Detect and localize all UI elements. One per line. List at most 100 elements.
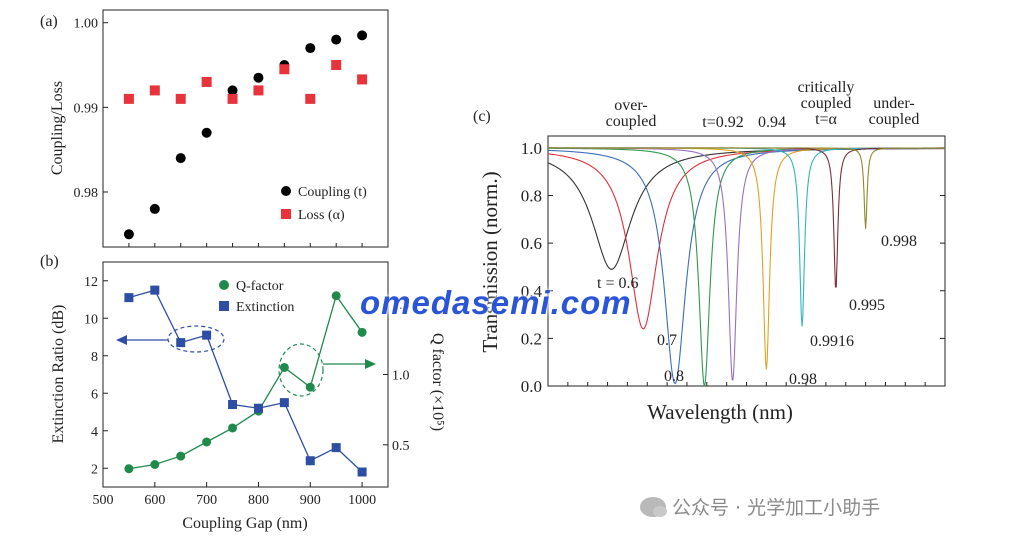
panel-b-q-ellipse: [278, 343, 324, 397]
panel-c-annotation-critically: coupled: [801, 95, 852, 112]
wechat-credit: 公众号 · 光学加工小助手: [640, 493, 880, 520]
panel-a-point-loss: [305, 93, 316, 104]
panel-b-extinction-point: [228, 400, 238, 409]
panel-c-ylabel: Transmission (norm.): [478, 171, 502, 352]
panel-c-annotation-07: 0.7: [657, 332, 677, 349]
panel-b-q-point: [279, 362, 289, 372]
panel-b-xtick-label: 600: [144, 493, 165, 508]
panel-b-legend-marker: [219, 280, 229, 290]
panel-b-ytick-label: 6: [91, 387, 98, 402]
panel-c-curve-0: [547, 147, 945, 270]
panel-c-annotation-over-coupled: coupled: [606, 113, 657, 130]
panel-b-frame: [102, 261, 389, 488]
panel-b-xtick-label: 700: [196, 493, 217, 508]
panel-a-point-loss: [279, 64, 290, 75]
panel-c-ytick-label: 0.0: [521, 377, 542, 396]
panel-c-annotation-08: 0.8: [664, 368, 684, 385]
panel-b-extinction-point: [305, 456, 315, 466]
panel-b-extinction-point: [331, 443, 341, 453]
panel-a-point-loss: [149, 85, 160, 96]
panel-b-extinction-point: [357, 467, 367, 477]
panel-b-ytick-label: 8: [91, 350, 98, 365]
panel-a-frame: [102, 9, 389, 248]
panel-b-y2tick-label: 1.0: [392, 369, 410, 384]
panel-b-legend-label: Q-factor: [236, 279, 284, 294]
panel-c-annotation-0998: 0.998: [881, 233, 917, 250]
panel-b-q-point: [305, 382, 315, 392]
panel-b-right-arrow-head: [365, 359, 376, 369]
panel-b-q-line: [128, 294, 363, 470]
panel-c-ytick-label: 1.0: [521, 139, 542, 158]
panel-a-point-loss: [175, 93, 186, 104]
panel-c-annotation-under-coupled: coupled: [869, 111, 920, 128]
panel-a-ytick-label: 0.98: [74, 186, 99, 201]
panel-b-q-point: [124, 464, 134, 474]
panel-b-ytick-label: 4: [91, 425, 98, 440]
credit-text: 公众号 · 光学加工小助手: [672, 497, 881, 519]
panel-c-curve-5: [548, 147, 946, 370]
panel-a-point-coupling: [123, 229, 134, 240]
panel-a-point-coupling: [331, 34, 342, 45]
panel-b-q-point: [202, 437, 212, 447]
panel-b-extinction-point: [176, 338, 186, 348]
panel-a-ylabel: Coupling/Loss: [49, 81, 66, 175]
panel-a-point-coupling: [305, 43, 316, 54]
panel-b-xtick-label: 1000: [348, 493, 376, 508]
panel-a-legend-label: Coupling (t): [298, 185, 367, 200]
panel-b-extinction-point: [124, 293, 134, 303]
panel-b-ytick-label: 2: [91, 462, 98, 477]
panel-c-label: (c): [473, 108, 491, 125]
panel-c-xlabel: Wavelength (nm): [647, 400, 793, 424]
panel-b-y2label: Q factor (×10⁵): [429, 333, 446, 431]
panel-a-point-loss: [227, 93, 238, 104]
panel-b-q-point: [176, 451, 186, 461]
panel-a-point-coupling: [201, 127, 212, 138]
panel-c-frame: [547, 135, 946, 387]
panel-b-q-point: [331, 291, 341, 301]
panel-c-annotation-094: 0.94: [758, 114, 786, 131]
panel-c-annotation-critically: critically: [798, 79, 855, 96]
panel-c-annotation-over-coupled: over-: [614, 97, 647, 114]
panel-b-extinction-point: [279, 398, 289, 408]
panel-b-extinction-point: [202, 330, 212, 340]
panel-a-point-loss: [253, 85, 264, 96]
panel-a-legend-marker: [281, 209, 291, 219]
panel-a-point-loss: [123, 93, 134, 104]
panel-b-q-point: [228, 423, 238, 433]
panel-a-point-coupling: [357, 30, 368, 41]
panel-c-ytick-label: 0.6: [521, 234, 542, 253]
panel-a-point-loss: [201, 76, 212, 87]
panel-b-xlabel: Coupling Gap (nm): [182, 515, 307, 532]
panel-b-q-point: [150, 460, 160, 469]
panel-c-annotation-t06: t = 0.6: [597, 275, 638, 292]
panel-c-curve-8: [548, 147, 945, 229]
wechat-icon: [640, 497, 667, 517]
panel-a-label: (a): [40, 13, 58, 30]
panel-a-ytick-label: 0.99: [74, 101, 99, 116]
panel-b-xtick-label: 500: [93, 493, 114, 508]
panel-c-annotation-098: 0.98: [789, 371, 817, 388]
panel-a-ytick-label: 1.00: [74, 17, 99, 32]
watermark-text: omedasemi.com: [360, 284, 632, 321]
panel-b-left-arrow-head: [116, 335, 127, 345]
panel-c-annotation-0995: 0.995: [849, 297, 885, 314]
panel-c-annotation-t092: t=0.92: [702, 114, 743, 131]
panel-a-point-coupling: [227, 85, 238, 96]
panel-b-extinction-point: [150, 285, 160, 295]
panel-c-annotation-critically: t=α: [815, 111, 837, 128]
panel-a-point-loss: [357, 74, 368, 85]
panel-a-point-coupling: [253, 72, 264, 83]
panel-b-extinction-line: [128, 289, 363, 473]
panel-a-legend-marker: [281, 186, 291, 196]
panel-c-ytick-label: 0.2: [521, 329, 542, 348]
panel-a-point-coupling: [149, 203, 160, 214]
panel-b-y2tick-label: 0.5: [392, 439, 410, 454]
panel-b-label: (b): [40, 253, 59, 270]
panel-b-y2tick-label: 1.5: [392, 298, 410, 313]
panel-b-ylabel: Extinction Ratio (dB): [50, 305, 67, 444]
panel-b-ytick-label: 10: [84, 312, 98, 327]
panel-b-legend-marker: [219, 301, 229, 311]
panel-b-ytick-label: 12: [84, 275, 98, 290]
panel-a-point-coupling: [175, 153, 186, 164]
